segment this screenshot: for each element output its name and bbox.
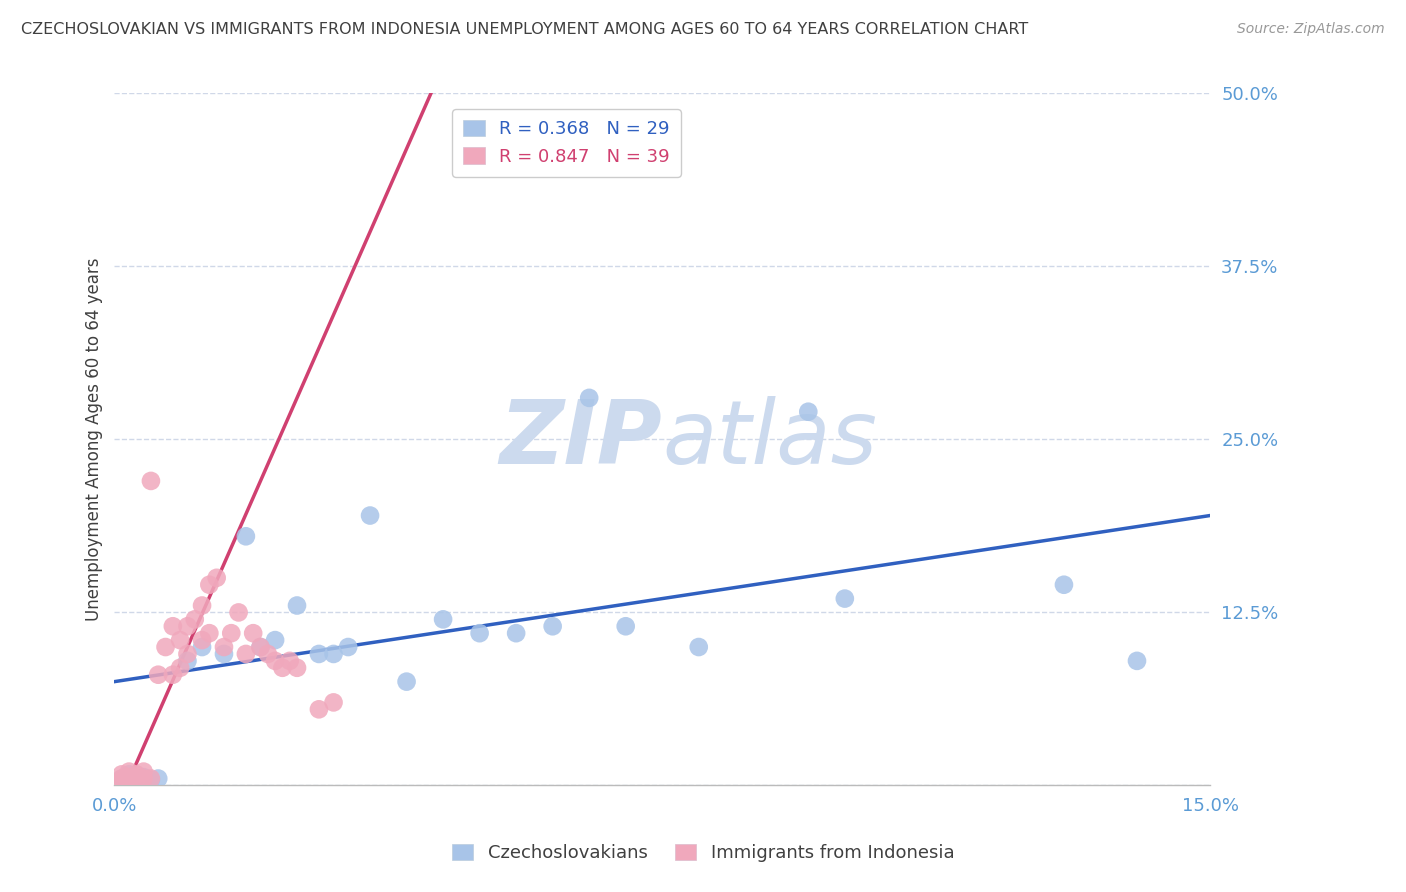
Point (1053, 578, 1076, 592)
Point (125, 767, 148, 781)
Point (337, 640, 360, 654)
Point (118, 767, 141, 781)
Point (191, 633, 214, 648)
Point (205, 571, 228, 585)
Point (432, 612, 454, 626)
Point (132, 772, 155, 786)
Point (249, 640, 271, 654)
Point (271, 661, 294, 675)
Point (264, 654, 287, 668)
Legend: R = 0.368   N = 29, R = 0.847   N = 39: R = 0.368 N = 29, R = 0.847 N = 39 (453, 110, 681, 177)
Point (148, 667, 170, 681)
Point (242, 626, 264, 640)
Point (111, 772, 134, 786)
Point (541, 619, 564, 633)
Point (111, 772, 134, 786)
Point (162, 667, 184, 681)
Point (176, 647, 198, 661)
Point (834, 591, 856, 606)
Point (322, 695, 344, 709)
Point (118, 770, 141, 784)
Point (1126, 654, 1149, 668)
Point (322, 647, 344, 661)
Point (184, 612, 207, 626)
Point (169, 633, 191, 648)
Point (505, 626, 527, 640)
Point (212, 640, 235, 654)
Point (176, 619, 198, 633)
Point (578, 391, 600, 405)
Point (132, 764, 155, 779)
Text: CZECHOSLOVAKIAN VS IMMIGRANTS FROM INDONESIA UNEMPLOYMENT AMONG AGES 60 TO 64 YE: CZECHOSLOVAKIAN VS IMMIGRANTS FROM INDON… (21, 22, 1028, 37)
Point (139, 772, 162, 786)
Point (118, 764, 141, 779)
Point (111, 767, 134, 781)
Point (228, 606, 250, 620)
Point (395, 674, 418, 689)
Legend: Czechoslovakians, Immigrants from Indonesia: Czechoslovakians, Immigrants from Indone… (444, 837, 962, 870)
Point (219, 626, 242, 640)
Text: atlas: atlas (662, 396, 877, 483)
Point (359, 508, 381, 523)
Point (125, 774, 148, 789)
Point (132, 770, 155, 784)
Point (235, 647, 257, 661)
Point (191, 599, 214, 613)
Point (264, 633, 287, 648)
Text: ZIP: ZIP (499, 396, 662, 483)
Point (256, 647, 278, 661)
Point (278, 654, 301, 668)
Point (139, 474, 162, 488)
Point (176, 654, 198, 668)
Point (308, 647, 330, 661)
Point (688, 640, 710, 654)
Point (125, 772, 148, 786)
Point (468, 626, 491, 640)
Point (111, 774, 134, 789)
Text: Source: ZipAtlas.com: Source: ZipAtlas.com (1237, 22, 1385, 37)
Point (285, 599, 308, 613)
Point (191, 640, 214, 654)
Point (162, 619, 184, 633)
Point (139, 772, 162, 787)
Point (212, 647, 235, 661)
Point (249, 640, 271, 654)
Point (198, 626, 221, 640)
Point (155, 640, 177, 654)
Point (235, 529, 257, 543)
Point (614, 619, 637, 633)
Point (148, 772, 170, 786)
Point (797, 405, 820, 419)
Point (118, 772, 141, 787)
Y-axis label: Unemployment Among Ages 60 to 64 years: Unemployment Among Ages 60 to 64 years (86, 258, 103, 621)
Point (285, 661, 308, 675)
Point (169, 661, 191, 675)
Point (198, 578, 221, 592)
Point (308, 702, 330, 716)
